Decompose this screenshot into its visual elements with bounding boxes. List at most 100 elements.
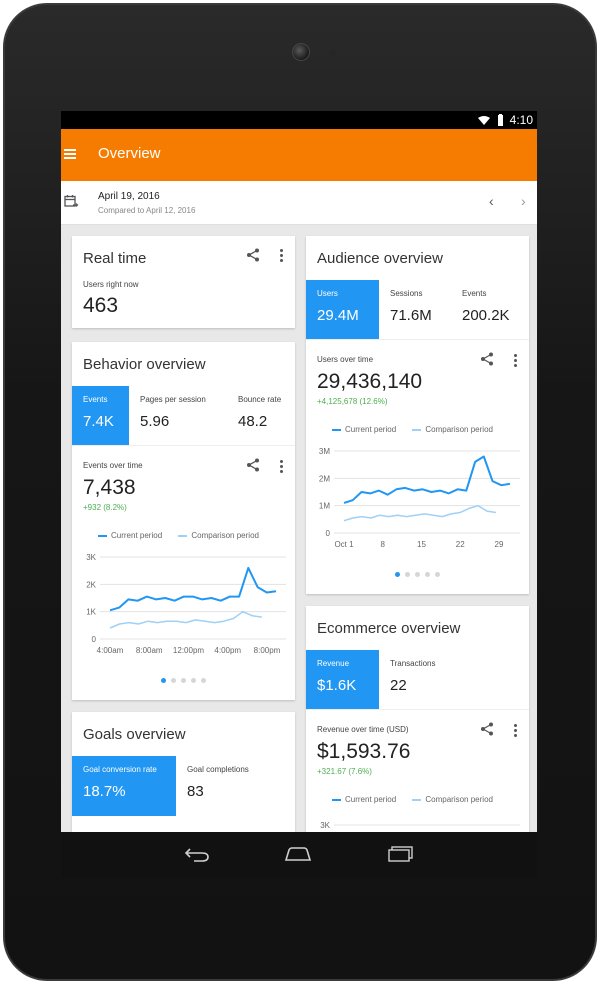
light-sensor xyxy=(329,49,336,56)
x-tick-label: 8 xyxy=(381,540,386,549)
more-options-icon[interactable] xyxy=(514,724,517,739)
metric-label: Events xyxy=(462,289,487,298)
y-tick-label: 1M xyxy=(319,502,330,511)
metric-label: Bounce rate xyxy=(238,395,282,404)
share-icon[interactable] xyxy=(246,248,260,262)
metric-tab-events[interactable]: Events 200.2K xyxy=(451,280,529,339)
status-time: 4:10 xyxy=(509,113,533,127)
x-tick-label: 8:00am xyxy=(136,646,163,655)
back-icon[interactable] xyxy=(184,846,210,862)
metric-label: Pages per session xyxy=(140,395,206,404)
more-options-icon[interactable] xyxy=(280,249,283,264)
more-options-icon[interactable] xyxy=(280,460,283,475)
metric-tab-users[interactable]: Users 29.4M xyxy=(306,280,379,339)
metric-label: Revenue xyxy=(317,659,350,668)
pager-dots[interactable] xyxy=(395,572,440,577)
metric-tab-revenue[interactable]: Revenue $1.6K xyxy=(306,650,379,709)
more-options-icon[interactable] xyxy=(514,354,517,369)
metric-label: Goal conversion rate xyxy=(83,765,157,774)
metric-label: Events xyxy=(83,395,108,404)
y-tick-label: 3K xyxy=(320,821,330,830)
metric-value: 7.4K xyxy=(83,413,114,430)
app-bar: Overview xyxy=(61,129,537,181)
date-range-bar[interactable]: April 19, 2016 Compared to April 12, 201… xyxy=(61,181,537,225)
metric-value: 48.2 xyxy=(238,413,268,430)
x-tick-label: 4:00pm xyxy=(214,646,241,655)
previous-date-button[interactable]: ‹ xyxy=(489,193,494,209)
x-tick-label: 15 xyxy=(417,540,426,549)
next-date-button[interactable]: › xyxy=(521,193,526,209)
chart-delta: +932 (8.2%) xyxy=(83,503,127,512)
chart-delta: +4,125,678 (12.6%) xyxy=(317,397,388,406)
audience-overview-card[interactable]: Audience overview Users 29.4M Sessions 7… xyxy=(306,236,529,594)
legend-comparison: Comparison period xyxy=(178,531,259,540)
metric-tab-goal-conversion-rate[interactable]: Goal conversion rate 18.7% xyxy=(72,756,176,816)
events-line-chart: 0 1K 2K 3K 4:00am 8:00am 12:00pm 4:00pm 8:00pm xyxy=(86,553,286,655)
chart-legend: Current period Comparison period xyxy=(332,425,493,434)
y-tick-label: 3K xyxy=(86,553,96,562)
card-title: Goals overview xyxy=(83,726,186,743)
series-line-current xyxy=(343,455,511,504)
chart-legend: Current period Comparison period xyxy=(98,531,259,540)
share-icon[interactable] xyxy=(480,352,494,366)
front-camera xyxy=(292,43,310,61)
metric-tab-goal-completions[interactable]: Goal completions 83 xyxy=(176,756,295,816)
chart-total: 7,438 xyxy=(83,476,136,499)
pager-dots[interactable] xyxy=(161,678,206,683)
navigation-bar xyxy=(61,832,537,878)
metric-value: 29.4M xyxy=(317,307,359,324)
card-title: Real time xyxy=(83,250,147,267)
metric-label: Sessions xyxy=(390,289,423,298)
chart-subtitle: Events over time xyxy=(83,461,143,470)
metric-tabs: Goal conversion rate 18.7% Goal completi… xyxy=(72,756,295,816)
chart-legend: Current period Comparison period xyxy=(332,795,493,804)
y-tick-label: 3M xyxy=(319,447,330,456)
metric-tab-events[interactable]: Events 7.4K xyxy=(72,386,129,445)
x-tick-label: 12:00pm xyxy=(173,646,204,655)
share-icon[interactable] xyxy=(480,722,494,736)
share-icon[interactable] xyxy=(246,458,260,472)
x-tick-label: 22 xyxy=(456,540,465,549)
menu-icon[interactable] xyxy=(64,149,76,159)
home-icon[interactable] xyxy=(283,846,313,862)
chart-total: 29,436,140 xyxy=(317,370,423,393)
goals-overview-card[interactable]: Goals overview Goal conversion rate 18.7… xyxy=(72,712,295,832)
chart-total: $1,593.76 xyxy=(317,740,411,763)
metric-value: $1.6K xyxy=(317,677,357,694)
realtime-label: Users right now xyxy=(83,280,139,289)
metric-value: 200.2K xyxy=(462,307,510,324)
x-tick-label: 8:00pm xyxy=(254,646,281,655)
legend-comparison: Comparison period xyxy=(412,795,493,804)
ecommerce-overview-card[interactable]: Ecommerce overview Revenue $1.6K Transac… xyxy=(306,606,529,832)
series-line-current xyxy=(109,566,277,612)
metric-tab-bounce-rate[interactable]: Bounce rate 48.2 xyxy=(227,386,295,445)
metric-value: 22 xyxy=(390,677,407,694)
metric-tabs: Users 29.4M Sessions 71.6M Events 200.2K xyxy=(306,280,529,340)
x-tick-label: 29 xyxy=(495,540,504,549)
metric-label: Goal completions xyxy=(187,765,249,774)
legend-current: Current period xyxy=(332,425,396,434)
metric-value: 71.6M xyxy=(390,307,432,324)
date-primary: April 19, 2016 xyxy=(98,191,160,202)
page-title: Overview xyxy=(98,145,161,162)
card-title: Behavior overview xyxy=(83,356,206,373)
y-tick-label: 0 xyxy=(326,529,331,538)
metric-tab-transactions[interactable]: Transactions 22 xyxy=(379,650,529,709)
series-line-comparison xyxy=(109,610,263,629)
metric-value: 83 xyxy=(187,783,204,800)
chart-delta: +321.67 (7.6%) xyxy=(317,767,372,776)
metric-tab-pages-per-session[interactable]: Pages per session 5.96 xyxy=(129,386,227,445)
legend-current: Current period xyxy=(98,531,162,540)
battery-icon xyxy=(497,114,503,126)
users-line-chart: 0 1M 2M 3M Oct 1 8 15 22 29 xyxy=(319,447,520,549)
metric-tab-sessions[interactable]: Sessions 71.6M xyxy=(379,280,451,339)
recent-apps-icon[interactable] xyxy=(388,846,414,862)
wifi-icon xyxy=(477,115,490,125)
revenue-line-chart: 3K xyxy=(320,821,520,830)
series-line-comparison xyxy=(343,504,497,522)
metric-value: 5.96 xyxy=(140,413,170,430)
realtime-card[interactable]: Real time Users right now 463 xyxy=(72,236,295,328)
realtime-value: 463 xyxy=(83,294,119,317)
calendar-icon[interactable] xyxy=(64,194,79,209)
behavior-overview-card[interactable]: Behavior overview Events 7.4K Pages per … xyxy=(72,342,295,700)
